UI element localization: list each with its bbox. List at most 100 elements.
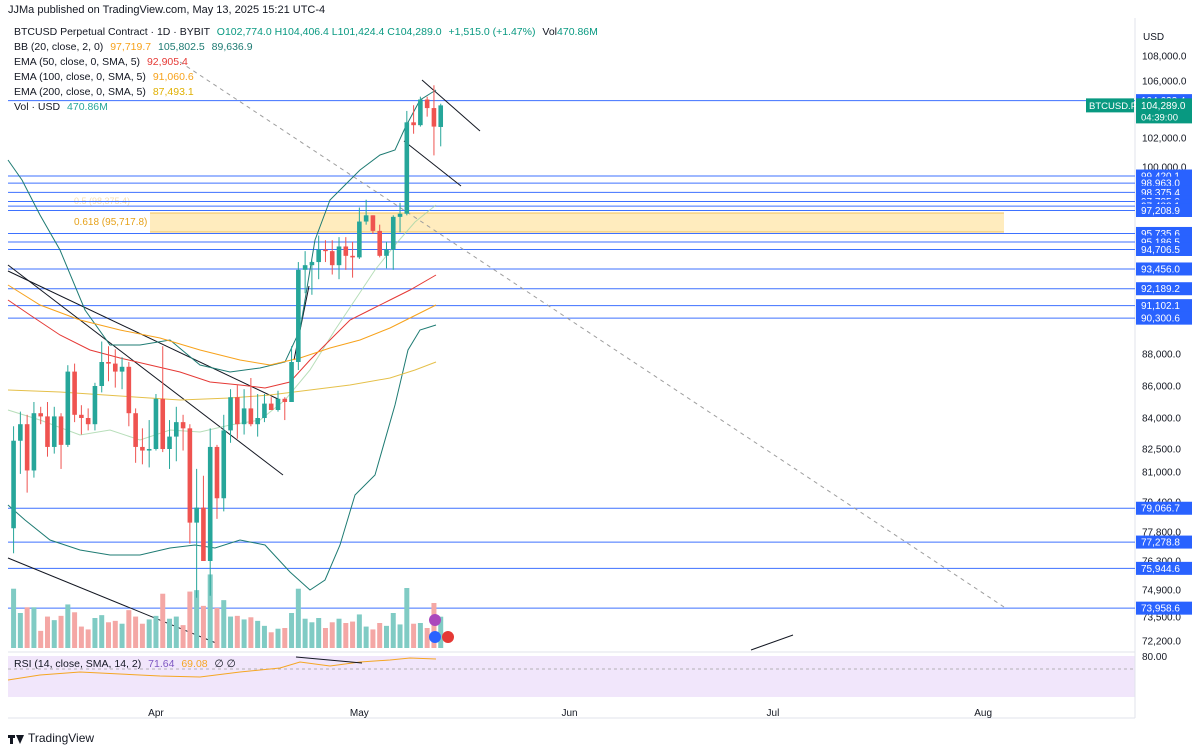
volume-bar — [377, 623, 383, 648]
level-tag — [1136, 242, 1192, 256]
candle — [24, 414, 30, 493]
level-tag — [1136, 501, 1192, 515]
candle — [302, 251, 308, 294]
time-axis-label: Jul — [767, 708, 780, 719]
volume-bar — [295, 588, 301, 648]
candle-body — [51, 416, 57, 447]
candle — [418, 96, 423, 127]
candle-body — [350, 255, 355, 258]
candle-body — [248, 408, 254, 425]
candle — [140, 428, 145, 465]
level-tag-text: 92,189.2 — [1141, 284, 1180, 295]
candle — [18, 411, 23, 474]
price-axis-tick: 108,000.0 — [1142, 52, 1187, 63]
price-axis-tick: 102,000.0 — [1142, 134, 1187, 145]
ema200-legend[interactable]: EMA (200, close, 0, SMA, 5) 87,493.1 — [14, 86, 194, 98]
candle — [411, 105, 416, 134]
candle — [424, 96, 430, 117]
current-price-symbol-tag — [1086, 98, 1134, 113]
symbol-legend[interactable]: BTCUSD Perpetual Contract · 1D · BYBIT O… — [14, 26, 598, 38]
candle-body — [438, 105, 444, 127]
candle-body — [255, 418, 260, 425]
candle-body — [363, 215, 369, 222]
volume-bar — [51, 620, 57, 648]
vol-label: Vol — [542, 26, 558, 38]
candle-body — [58, 416, 64, 445]
candle-body — [411, 122, 416, 126]
candle — [255, 394, 260, 437]
volume-bar — [92, 618, 98, 648]
volume-legend[interactable]: Vol · USD 470.86M — [14, 101, 108, 113]
volume-bar — [180, 625, 186, 648]
candle-body — [18, 424, 23, 441]
channel-top — [421, 79, 481, 132]
volume-bar — [160, 593, 166, 648]
published-header: JJMa published on TradingView.com, May 1… — [8, 4, 326, 16]
volume-bar — [350, 621, 356, 648]
volume-bar — [336, 618, 342, 648]
candle-body — [160, 398, 166, 449]
bb-lower-band — [7, 324, 437, 591]
horizontal-levels — [8, 100, 1135, 609]
vol-value: 470.86M — [557, 26, 598, 38]
volume-bar — [139, 623, 145, 648]
volume-bar — [322, 628, 328, 648]
level-tag — [1136, 203, 1192, 217]
future-trendline — [750, 634, 794, 651]
candle — [241, 389, 247, 435]
price-axis-tick: 73,500.0 — [1142, 613, 1181, 624]
candle — [228, 389, 233, 443]
bb-legend[interactable]: BB (20, close, 2, 0) 97,719.7 105,802.5 … — [14, 41, 253, 53]
bb-basis — [7, 204, 437, 441]
price-axis-tick: 81,000.0 — [1142, 468, 1181, 479]
candle — [336, 237, 342, 280]
volume-bar — [99, 615, 105, 648]
price-axis-tick: 84,000.0 — [1142, 414, 1181, 425]
bb-value-basis: 97,719.7 — [110, 41, 152, 53]
candle-body — [133, 413, 138, 447]
candle — [119, 357, 125, 390]
candle — [126, 362, 132, 427]
ema100-value: 91,060.6 — [152, 71, 194, 83]
candle-body — [268, 403, 274, 410]
rsi-divergence-line — [295, 656, 363, 664]
ema50-legend[interactable]: EMA (50, close, 0, SMA, 5) 92,905.4 — [14, 56, 188, 68]
candle-body — [119, 366, 125, 372]
tradingview-footer[interactable]: TradingView — [8, 731, 94, 745]
level-tag — [1136, 535, 1192, 549]
rsi-legend[interactable]: RSI (14, close, SMA, 14, 2) 71.64 69.08 … — [14, 658, 236, 670]
candle-body — [418, 99, 423, 126]
candle-body — [194, 507, 199, 523]
level-tag — [1136, 299, 1192, 313]
candle — [289, 346, 294, 402]
volume-bar — [343, 623, 349, 648]
bb-value-upper: 105,802.5 — [158, 41, 205, 53]
ema100-legend[interactable]: EMA (100, close, 0, SMA, 5) 91,060.6 — [14, 71, 194, 83]
candle — [363, 199, 369, 225]
volume-bar — [85, 629, 91, 648]
price-axis-tick: 100,000.0 — [1142, 163, 1187, 174]
candle-body — [207, 446, 213, 561]
candle — [187, 424, 193, 544]
candle-body — [336, 246, 342, 266]
volume-bar — [214, 608, 220, 648]
candle-body — [126, 366, 132, 414]
candle-body — [357, 221, 362, 258]
ema100-label: EMA (100, close, 0, SMA, 5) — [14, 71, 146, 83]
volume-bar — [329, 622, 335, 648]
candle — [72, 363, 77, 423]
candle-body — [282, 398, 288, 402]
ema200-value: 87,493.1 — [152, 86, 194, 98]
candle-body — [38, 413, 43, 417]
candle — [248, 378, 254, 427]
level-tag — [1136, 282, 1192, 296]
candle — [194, 468, 199, 598]
volume-bar — [241, 619, 247, 648]
rsi-axis-tick: 80.00 — [1142, 652, 1167, 663]
volume-bar — [44, 616, 50, 648]
volume-bar — [200, 605, 206, 648]
candle-body — [424, 99, 430, 109]
candle-body — [431, 108, 437, 127]
candle — [268, 397, 274, 410]
